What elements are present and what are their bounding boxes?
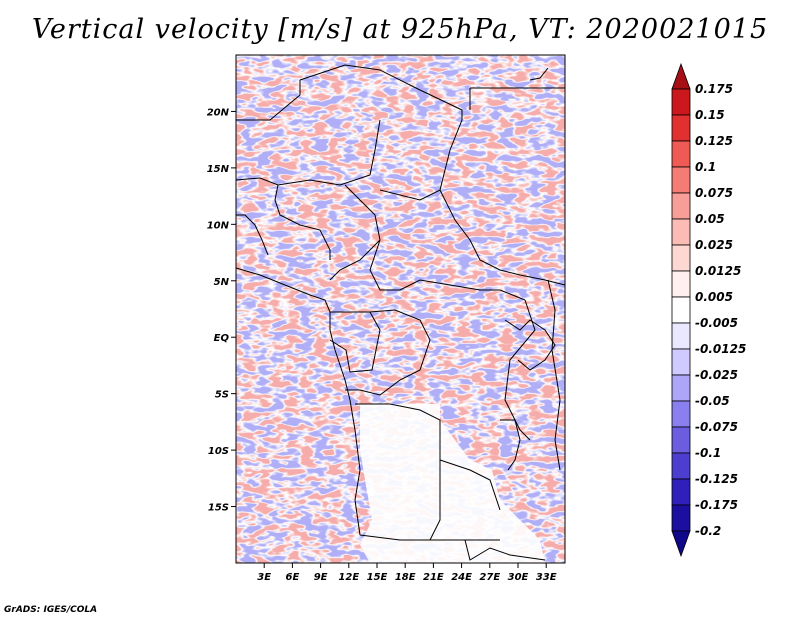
colorbar-bin [671, 452, 691, 480]
colorbar: 0.175 0.15 0.125 0.1 0.075 0.05 0.025 0.0125 0.0… [671, 62, 746, 558]
colorbar-label: 0.0125 [695, 264, 741, 278]
colorbar-label: 0.15 [695, 108, 725, 122]
boundary-libya-niger-chad [299, 64, 463, 191]
lon-label: 21E [423, 572, 444, 583]
lon-label: 9E [314, 572, 328, 583]
colorbar-label: -0.05 [695, 394, 730, 408]
missing-data-area [360, 404, 545, 563]
lon-label: 33E [536, 572, 557, 583]
colorbar-bin [671, 140, 691, 168]
lon-label: 27E [479, 572, 500, 583]
colorbar-bin [671, 296, 691, 324]
coastline-atlantic [235, 267, 361, 536]
colorbar-label: 0.005 [695, 290, 733, 304]
boundary-west-africa [236, 214, 269, 256]
boundary-zimbabwe [464, 539, 546, 561]
colorbar-bin [671, 218, 691, 246]
plot-frame [235, 54, 566, 564]
colorbar-label: -0.0125 [695, 342, 746, 356]
lat-label: EQ [214, 333, 230, 344]
lake-tanganyika [500, 419, 521, 471]
longitude-axis: 3E 6E 9E 12E 15E 18E 21E 24E 27E 30E 33E [257, 563, 557, 583]
colorbar-bin [671, 322, 691, 350]
colorbar-label: -0.2 [695, 524, 721, 538]
colorbar-bin [671, 348, 691, 376]
colorbar-bin [671, 426, 691, 454]
colorbar-bin [671, 244, 691, 272]
lon-label: 18E [395, 572, 416, 583]
colorbar-label: -0.075 [695, 420, 738, 434]
lat-label: 15S [208, 503, 229, 514]
boundary-drc-east [504, 299, 536, 441]
colorbar-label: -0.025 [695, 368, 738, 382]
colorbar-label: -0.1 [695, 446, 721, 460]
colorbar-label: -0.125 [695, 472, 738, 486]
lat-label: 20N [207, 107, 230, 118]
boundary-east-lakes [547, 279, 561, 471]
colorbar-max-arrow [671, 62, 691, 90]
colorbar-bin [671, 400, 691, 428]
colorbar-label: -0.175 [695, 498, 738, 512]
lat-label: 10S [208, 446, 229, 457]
colorbar-label: -0.005 [695, 316, 738, 330]
colorbar-label: 0.1 [695, 160, 716, 174]
boundary-congo-drc [345, 309, 431, 396]
colorbar-label: 0.175 [695, 82, 733, 96]
lake-victoria [504, 319, 556, 371]
latitude-axis: 20N 15N 10N 5N EQ 5S 10S 15S [207, 107, 236, 514]
boundary-nigeria-west [274, 184, 331, 260]
colorbar-bin [671, 270, 691, 298]
lon-label: 3E [257, 572, 271, 583]
map-plot-area [236, 55, 565, 563]
colorbar-label: 0.075 [695, 186, 733, 200]
boundary-car-south [369, 239, 526, 301]
colorbar-min-arrow [671, 530, 691, 558]
colorbar-label: 0.05 [695, 212, 725, 226]
lat-label: 15N [207, 164, 230, 175]
lat-label: 10N [207, 220, 230, 231]
boundary-angola-namibia [359, 534, 430, 541]
boundary-niger-south [235, 119, 381, 186]
boundary-angola-drc [355, 403, 501, 511]
colorbar-bin [671, 478, 691, 506]
colorbar-bin [671, 166, 691, 194]
lon-label: 24E [451, 572, 472, 583]
colorbar-label: 0.025 [695, 238, 733, 252]
colorbar-bin [671, 192, 691, 220]
lon-label: 6E [286, 572, 300, 583]
country-boundaries [235, 64, 566, 561]
lat-label: 5S [215, 390, 229, 401]
lon-label: 12E [338, 572, 359, 583]
colorbar-bin [671, 374, 691, 402]
lon-label: 15E [367, 572, 388, 583]
colorbar-label: 0.125 [695, 134, 733, 148]
boundary-chad-sudan-car [379, 189, 566, 286]
coastline-redsea [529, 67, 549, 81]
map-title: Vertical velocity [m/s] at 925hPa, VT: 2… [31, 14, 769, 45]
grads-credit: GrADS: IGES/COLA [4, 605, 97, 615]
boundary-algeria-mali [236, 80, 301, 121]
colorbar-bin [671, 504, 691, 532]
lon-label: 30E [508, 572, 529, 583]
colorbar-bin [671, 114, 691, 142]
colorbar-bin [671, 88, 691, 116]
lat-label: 5N [214, 277, 230, 288]
